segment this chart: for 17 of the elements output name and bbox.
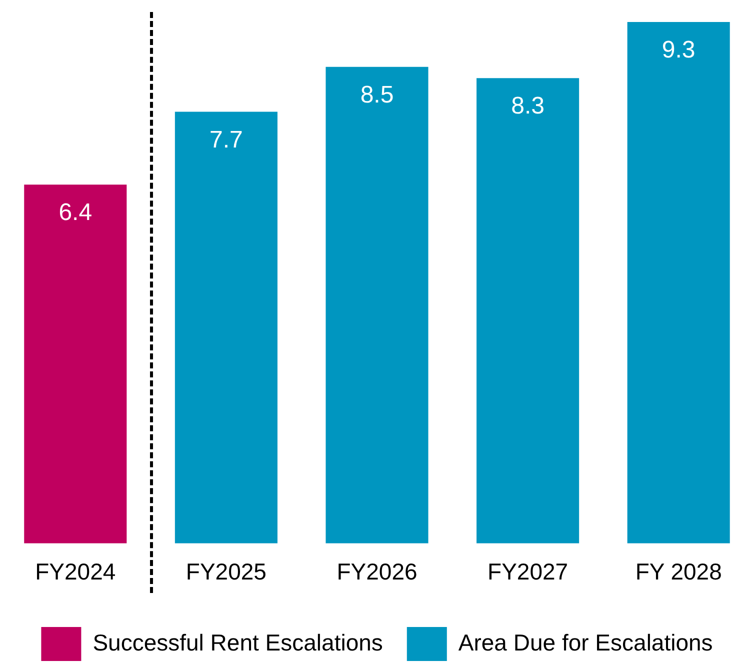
legend-label: Area Due for Escalations	[458, 629, 713, 656]
x-tick-label: FY 2028	[635, 558, 722, 585]
bar	[627, 22, 730, 544]
x-tick-label: FY2027	[488, 558, 568, 585]
x-tick-label: FY2026	[336, 558, 418, 585]
data-label: 6.4	[58, 199, 92, 226]
x-tick-label: FY2024	[35, 558, 116, 585]
bar	[326, 66, 428, 544]
data-label: 8.5	[360, 81, 394, 108]
bar	[476, 78, 580, 544]
data-label: 8.3	[511, 92, 544, 120]
data-label: 7.7	[210, 126, 243, 154]
bar	[24, 184, 127, 544]
data-label: 9.3	[662, 36, 696, 64]
legend-label: Successful Rent Escalations	[92, 629, 383, 656]
x-tick-label: FY2025	[186, 558, 266, 585]
bar	[174, 112, 278, 544]
